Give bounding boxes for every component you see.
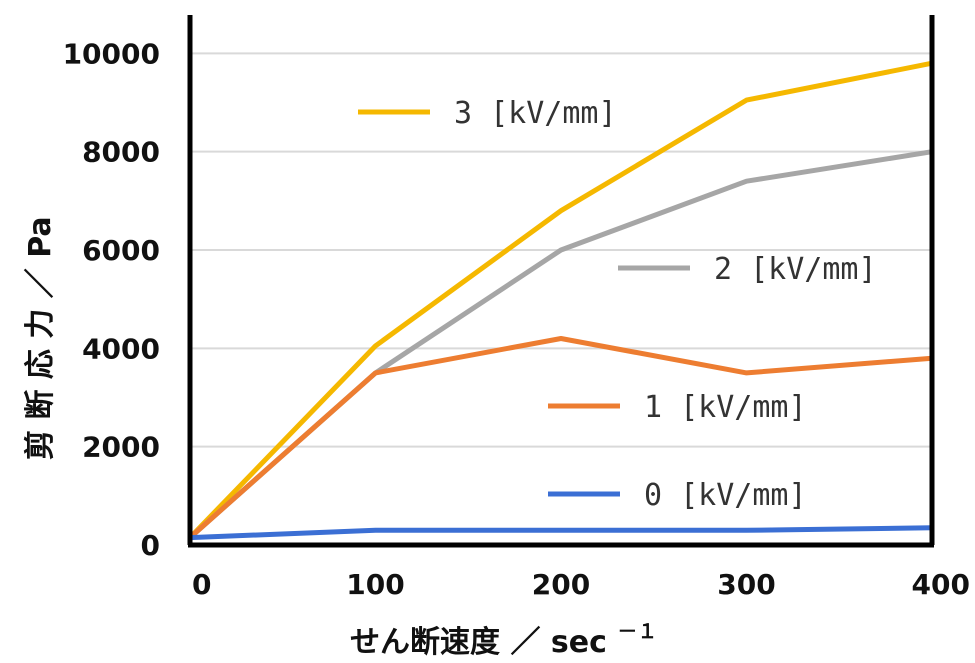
axes <box>187 15 935 548</box>
y-tick-label: 2000 <box>82 431 160 464</box>
series-line-0 <box>187 60 935 541</box>
legend-label-3: 0 [kV/mm] <box>644 478 807 513</box>
x-tick-label: 0 <box>192 568 211 601</box>
tick-labels: 0 2000 4000 6000 8000 10000 0 100 200 300 400 <box>63 37 970 601</box>
x-tick-label: 400 <box>912 568 970 601</box>
y-tick-label: 6000 <box>82 234 160 267</box>
legend: 3 [kV/mm] 2 [kV/mm] 1 [kV/mm] 0 [kV/mm] <box>358 96 877 513</box>
y-tick-label: 10000 <box>63 37 160 70</box>
x-axis-title: せん断速度 ／ sec －１ <box>350 619 657 660</box>
series-line-2 <box>187 336 935 541</box>
x-tick-label: 100 <box>346 568 404 601</box>
legend-label-1: 2 [kV/mm] <box>714 252 877 287</box>
series-lines <box>187 60 935 541</box>
legend-label-0: 3 [kV/mm] <box>454 96 617 131</box>
x-tick-label: 200 <box>532 568 590 601</box>
y-tick-label: 4000 <box>82 332 160 365</box>
y-tick-label: 8000 <box>82 136 160 169</box>
y-tick-label: 0 <box>141 529 160 562</box>
y-axis-title: 剪 断 応 力 ／ Pa <box>23 216 58 460</box>
legend-label-2: 1 [kV/mm] <box>644 390 807 425</box>
x-tick-label: 300 <box>717 568 775 601</box>
series-line-3 <box>187 525 935 541</box>
